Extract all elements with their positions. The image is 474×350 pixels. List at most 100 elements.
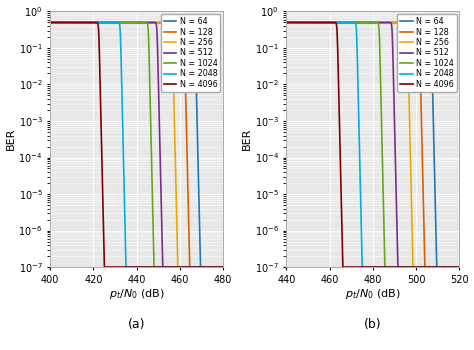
N = 4096 [224, 265, 230, 269]
N = 4096 [455, 265, 461, 269]
N = 64 [446, 265, 452, 269]
Text: (a): (a) [128, 318, 145, 331]
N = 1024 [455, 265, 461, 269]
N = 256 [411, 265, 417, 269]
N = 128 [279, 20, 285, 24]
N = 64 [43, 20, 49, 24]
N = 4096 [340, 265, 346, 269]
N = 256 [175, 260, 181, 264]
Line: N = 4096: N = 4096 [282, 22, 464, 267]
N = 512 [365, 20, 371, 24]
N = 1024 [175, 265, 181, 269]
N = 128 [187, 265, 192, 269]
N = 4096 [121, 265, 127, 269]
N = 1024 [461, 265, 466, 269]
N = 2048 [446, 265, 452, 269]
N = 512 [446, 265, 452, 269]
N = 1024 [365, 20, 371, 24]
N = 4096 [43, 20, 49, 24]
N = 2048 [224, 265, 230, 269]
N = 128 [224, 265, 230, 269]
N = 128 [455, 265, 461, 269]
N = 256 [219, 265, 225, 269]
N = 2048 [356, 96, 361, 100]
N = 4096 [119, 265, 125, 269]
N = 4096 [461, 265, 466, 269]
N = 1024 [446, 265, 452, 269]
N = 256 [356, 20, 361, 24]
N = 128 [219, 265, 225, 269]
Legend: N = 64, N = 128, N = 256, N = 512, N = 1024, N = 2048, N = 4096: N = 64, N = 128, N = 256, N = 512, N = 1… [161, 14, 220, 92]
N = 512 [411, 265, 417, 269]
N = 1024 [382, 265, 388, 269]
N = 128 [365, 20, 371, 24]
Line: N = 128: N = 128 [282, 22, 464, 267]
N = 128 [175, 20, 181, 24]
N = 512 [210, 265, 216, 269]
N = 1024 [210, 265, 216, 269]
N = 64 [210, 265, 216, 269]
N = 2048 [359, 265, 365, 269]
N = 512 [461, 265, 466, 269]
N = 256 [129, 20, 135, 24]
N = 4096 [210, 265, 216, 269]
N = 64 [356, 20, 361, 24]
N = 256 [119, 20, 125, 24]
N = 1024 [43, 20, 49, 24]
N = 64 [461, 265, 466, 269]
N = 512 [160, 265, 165, 269]
N = 4096 [356, 265, 361, 269]
N = 4096 [411, 265, 417, 269]
N = 512 [224, 265, 230, 269]
N = 512 [357, 20, 363, 24]
N = 4096 [357, 265, 363, 269]
N = 4096 [219, 265, 225, 269]
N = 512 [279, 20, 285, 24]
N = 2048 [210, 265, 216, 269]
Line: N = 2048: N = 2048 [46, 22, 227, 267]
N = 2048 [365, 265, 371, 269]
N = 4096 [446, 265, 452, 269]
N = 1024 [356, 20, 361, 24]
N = 512 [129, 20, 135, 24]
N = 64 [129, 20, 135, 24]
N = 64 [365, 20, 371, 24]
N = 2048 [455, 265, 461, 269]
N = 256 [224, 265, 230, 269]
N = 1024 [224, 265, 230, 269]
N = 256 [43, 20, 49, 24]
N = 128 [119, 20, 125, 24]
Line: N = 64: N = 64 [282, 22, 464, 267]
Y-axis label: BER: BER [242, 128, 252, 150]
N = 2048 [43, 20, 49, 24]
N = 64 [219, 265, 225, 269]
N = 64 [455, 265, 461, 269]
N = 64 [279, 20, 285, 24]
Line: N = 256: N = 256 [46, 22, 227, 267]
N = 256 [210, 265, 216, 269]
N = 1024 [357, 20, 363, 24]
N = 512 [219, 265, 225, 269]
N = 512 [356, 20, 361, 24]
N = 2048 [357, 159, 363, 163]
N = 256 [446, 265, 452, 269]
N = 1024 [129, 20, 135, 24]
N = 256 [461, 265, 466, 269]
N = 1024 [121, 20, 127, 24]
N = 256 [121, 20, 127, 24]
N = 4096 [101, 265, 107, 269]
N = 4096 [365, 265, 371, 269]
N = 256 [365, 20, 371, 24]
Line: N = 2048: N = 2048 [282, 22, 464, 267]
Line: N = 256: N = 256 [282, 22, 464, 267]
N = 64 [119, 20, 125, 24]
N = 128 [446, 265, 452, 269]
N = 64 [411, 20, 417, 24]
N = 64 [434, 265, 439, 269]
X-axis label: $p_t/N_0$ (dB): $p_t/N_0$ (dB) [109, 287, 164, 301]
N = 128 [121, 20, 127, 24]
N = 512 [119, 20, 125, 24]
N = 2048 [123, 265, 129, 269]
N = 512 [395, 265, 401, 269]
N = 256 [279, 20, 285, 24]
